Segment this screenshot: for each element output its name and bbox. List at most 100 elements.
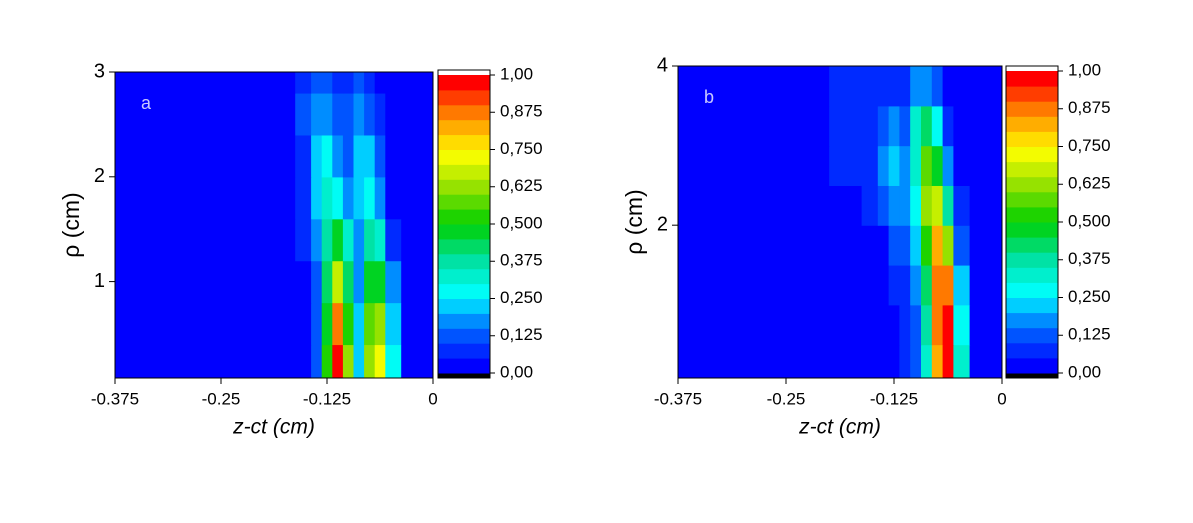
heat-cell (385, 72, 402, 94)
heat-cell (942, 185, 954, 226)
colorbar: 1,00 0,875 0,750 0,625 0,500 0,375 0,250 0,125 0… (437, 64, 543, 381)
colorbar-tick-label: 1,00 (1068, 60, 1101, 79)
colorbar-top-cap (1006, 66, 1058, 71)
heat-cell (991, 264, 1002, 306)
colorbar-tick-label: 0,125 (1068, 325, 1111, 344)
heat-cell (910, 344, 922, 378)
colorbar-step (1006, 357, 1058, 374)
colorbar-step (1006, 176, 1058, 193)
panel-annotation: b (704, 87, 714, 107)
heat-cell (910, 185, 922, 226)
heat-cell (829, 145, 863, 186)
colorbar-tick-label: 0,625 (1068, 174, 1111, 193)
heat-cell (710, 185, 776, 226)
colorbar-step (1006, 116, 1058, 132)
heat-cell (146, 134, 211, 178)
heat-cell (931, 225, 944, 266)
heat-cell (374, 176, 386, 220)
heat-cell (969, 105, 992, 147)
heat-cell (931, 145, 944, 186)
heat-cell (342, 176, 355, 220)
heat-cell (991, 105, 1002, 147)
heat-cell (146, 72, 211, 94)
heat-cell (921, 66, 933, 107)
heat-cell (263, 218, 296, 262)
heat-cell (364, 344, 376, 378)
heat-cell (332, 92, 344, 136)
heat-cell (942, 145, 954, 186)
heat-cell (422, 92, 433, 136)
heat-cell (311, 260, 323, 304)
colorbar-tick-label: 0,875 (500, 102, 543, 121)
heat-cell (775, 225, 830, 266)
heat-cell (332, 344, 344, 378)
colorbar-step (1006, 161, 1058, 178)
y-tick-label: 2 (94, 165, 105, 187)
colorbar-tick-label: 1,00 (500, 64, 533, 83)
heat-cell (775, 105, 830, 147)
heat-cell (364, 176, 376, 220)
colorbar-step (438, 283, 490, 299)
heat-cell (321, 176, 333, 220)
heat-cell (678, 344, 711, 378)
heat-cell (332, 218, 344, 262)
heat-cell (921, 264, 933, 306)
heat-cell (311, 344, 323, 378)
heat-cell (953, 264, 971, 306)
heat-cell (353, 344, 365, 378)
colorbar-top-cap (438, 70, 490, 75)
y-axis-label: ρ (cm) (621, 189, 647, 254)
heat-cell (910, 264, 922, 306)
heat-cell (295, 134, 312, 178)
heat-cell (888, 105, 900, 147)
heat-cell (899, 105, 911, 147)
heat-cell (115, 302, 148, 346)
colorbar-tick-label: 0,875 (1068, 98, 1111, 117)
colorbar-step (438, 209, 490, 225)
heat-cell (710, 264, 776, 306)
heat-cell (374, 260, 386, 304)
heat-cell (969, 264, 992, 306)
colorbar-step (438, 164, 490, 180)
heat-cell (829, 105, 863, 147)
heat-cell (910, 145, 922, 186)
heat-cell (374, 92, 386, 136)
x-tick-label: -0.25 (767, 389, 806, 408)
colorbar-step (1006, 297, 1058, 314)
heat-cell (401, 92, 423, 136)
heat-cell (678, 264, 711, 306)
colorbar-step (438, 134, 490, 150)
heat-cell (710, 145, 776, 186)
colorbar-step (438, 89, 490, 106)
heat-cell (321, 344, 333, 378)
heat-cell (710, 105, 776, 147)
colorbar-step (1006, 237, 1058, 253)
heat-cell (295, 260, 312, 304)
heat-cell (374, 344, 386, 378)
heat-cell (910, 66, 922, 107)
heat-cell (931, 304, 944, 346)
heat-cell (321, 218, 333, 262)
heat-cell (888, 66, 900, 107)
heat-cell (775, 66, 830, 107)
heat-cell (115, 344, 148, 378)
heat-cell (921, 145, 933, 186)
heat-cell (385, 218, 402, 262)
colorbar-tick-label: 0,500 (500, 213, 543, 232)
heat-cell (969, 145, 992, 186)
x-tick-label: 0 (997, 389, 1006, 408)
colorbar-step (1006, 131, 1058, 147)
heat-cell (422, 72, 433, 94)
heat-cell (295, 72, 312, 94)
heat-cell (710, 225, 776, 266)
heat-cell (332, 260, 344, 304)
heat-cell (115, 72, 148, 94)
heat-cell (364, 218, 376, 262)
heat-cell (888, 264, 900, 306)
heatmap (115, 72, 433, 378)
colorbar-step (438, 358, 490, 374)
heat-cell (295, 92, 312, 136)
heat-cell (364, 260, 376, 304)
x-axis-label: z-ct (cm) (798, 416, 881, 439)
heat-cell (295, 344, 312, 378)
